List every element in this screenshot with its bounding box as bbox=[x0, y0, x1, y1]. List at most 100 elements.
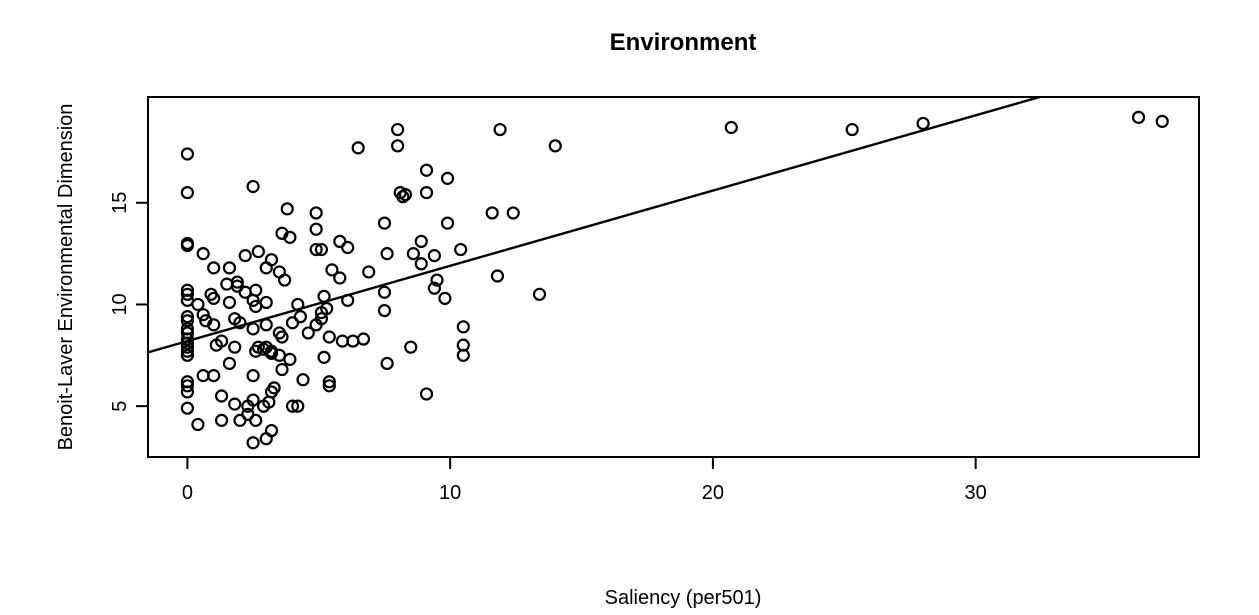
data-point bbox=[220, 277, 234, 291]
data-point bbox=[191, 417, 205, 432]
data-point bbox=[291, 297, 305, 312]
data-point bbox=[246, 369, 260, 383]
x-tick-label: 0 bbox=[182, 482, 193, 504]
data-point bbox=[335, 334, 350, 348]
data-point bbox=[1155, 114, 1169, 129]
plot-frame bbox=[147, 96, 1200, 458]
data-point bbox=[259, 295, 273, 310]
data-point bbox=[356, 332, 371, 346]
data-point bbox=[406, 247, 420, 261]
data-point bbox=[283, 230, 297, 244]
data-point bbox=[309, 222, 323, 236]
data-point bbox=[414, 234, 428, 249]
data-point bbox=[427, 281, 441, 295]
data-point bbox=[180, 147, 195, 161]
data-point bbox=[251, 244, 265, 259]
data-point bbox=[322, 379, 336, 393]
data-point bbox=[301, 326, 315, 340]
data-point bbox=[180, 340, 195, 354]
data-point bbox=[1131, 110, 1146, 124]
x-axis-label: Saliency (per501) bbox=[605, 587, 762, 609]
data-point bbox=[222, 295, 237, 310]
data-point bbox=[419, 387, 434, 401]
data-point bbox=[506, 206, 520, 220]
data-point bbox=[180, 185, 195, 200]
data-point bbox=[180, 348, 195, 362]
data-point bbox=[180, 238, 195, 253]
data-point bbox=[214, 334, 229, 348]
data-point bbox=[233, 316, 247, 330]
y-axis-label: Benoit-Laver Environmental Dimension bbox=[55, 104, 77, 451]
data-point bbox=[267, 381, 281, 395]
data-point bbox=[196, 308, 210, 322]
data-point bbox=[456, 320, 470, 334]
data-point bbox=[309, 206, 323, 220]
data-point bbox=[419, 185, 434, 200]
data-point bbox=[320, 301, 334, 316]
data-point bbox=[285, 399, 300, 413]
data-point bbox=[532, 287, 547, 301]
data-point bbox=[380, 356, 394, 371]
data-point bbox=[180, 385, 195, 399]
data-point bbox=[419, 163, 434, 177]
data-point bbox=[456, 348, 470, 362]
data-point bbox=[264, 423, 279, 438]
data-point bbox=[454, 242, 468, 257]
data-point bbox=[275, 330, 289, 344]
data-point bbox=[259, 318, 273, 332]
chart-title: Environment bbox=[610, 29, 757, 56]
data-point bbox=[314, 242, 329, 257]
data-point bbox=[440, 171, 455, 185]
data-point bbox=[238, 249, 252, 263]
data-point bbox=[228, 397, 242, 411]
data-point bbox=[377, 285, 392, 299]
data-point bbox=[246, 179, 260, 194]
data-point bbox=[440, 216, 455, 230]
data-point bbox=[396, 190, 410, 204]
data-point bbox=[180, 287, 195, 301]
data-point bbox=[391, 139, 405, 153]
data-point bbox=[490, 269, 505, 283]
data-point bbox=[296, 373, 310, 387]
data-point bbox=[246, 393, 260, 407]
data-point bbox=[214, 389, 229, 403]
data-point bbox=[346, 334, 360, 348]
data-point bbox=[322, 375, 336, 389]
data-point bbox=[317, 350, 331, 364]
data-point bbox=[293, 310, 307, 324]
data-point bbox=[207, 291, 221, 305]
data-point bbox=[280, 202, 294, 216]
data-point bbox=[207, 318, 221, 332]
data-point bbox=[207, 261, 221, 275]
data-point bbox=[283, 352, 297, 366]
data-point bbox=[191, 297, 205, 312]
data-point bbox=[351, 141, 365, 155]
data-point bbox=[724, 120, 738, 135]
data-point bbox=[180, 401, 195, 415]
data-points bbox=[180, 110, 1169, 450]
data-point bbox=[264, 253, 279, 267]
x-tick-label: 30 bbox=[965, 482, 987, 504]
data-point bbox=[325, 263, 339, 277]
data-point bbox=[249, 283, 263, 297]
x-axis: 0 10 20 30 bbox=[182, 456, 987, 504]
data-point bbox=[196, 247, 210, 261]
data-point bbox=[246, 436, 260, 450]
y-tick-label: 10 bbox=[109, 293, 131, 315]
data-point bbox=[278, 273, 292, 287]
data-point bbox=[180, 310, 195, 324]
data-point bbox=[341, 293, 355, 307]
data-point bbox=[222, 261, 237, 275]
data-point bbox=[430, 273, 444, 287]
data-point bbox=[214, 413, 229, 427]
data-point bbox=[222, 356, 237, 371]
y-axis: 5 10 15 bbox=[109, 192, 149, 412]
data-point bbox=[180, 336, 195, 350]
data-point bbox=[548, 139, 562, 153]
data-point bbox=[275, 362, 289, 377]
data-point bbox=[180, 379, 195, 393]
data-point bbox=[180, 332, 195, 346]
data-point bbox=[333, 271, 347, 285]
y-tick-label: 15 bbox=[109, 192, 131, 214]
